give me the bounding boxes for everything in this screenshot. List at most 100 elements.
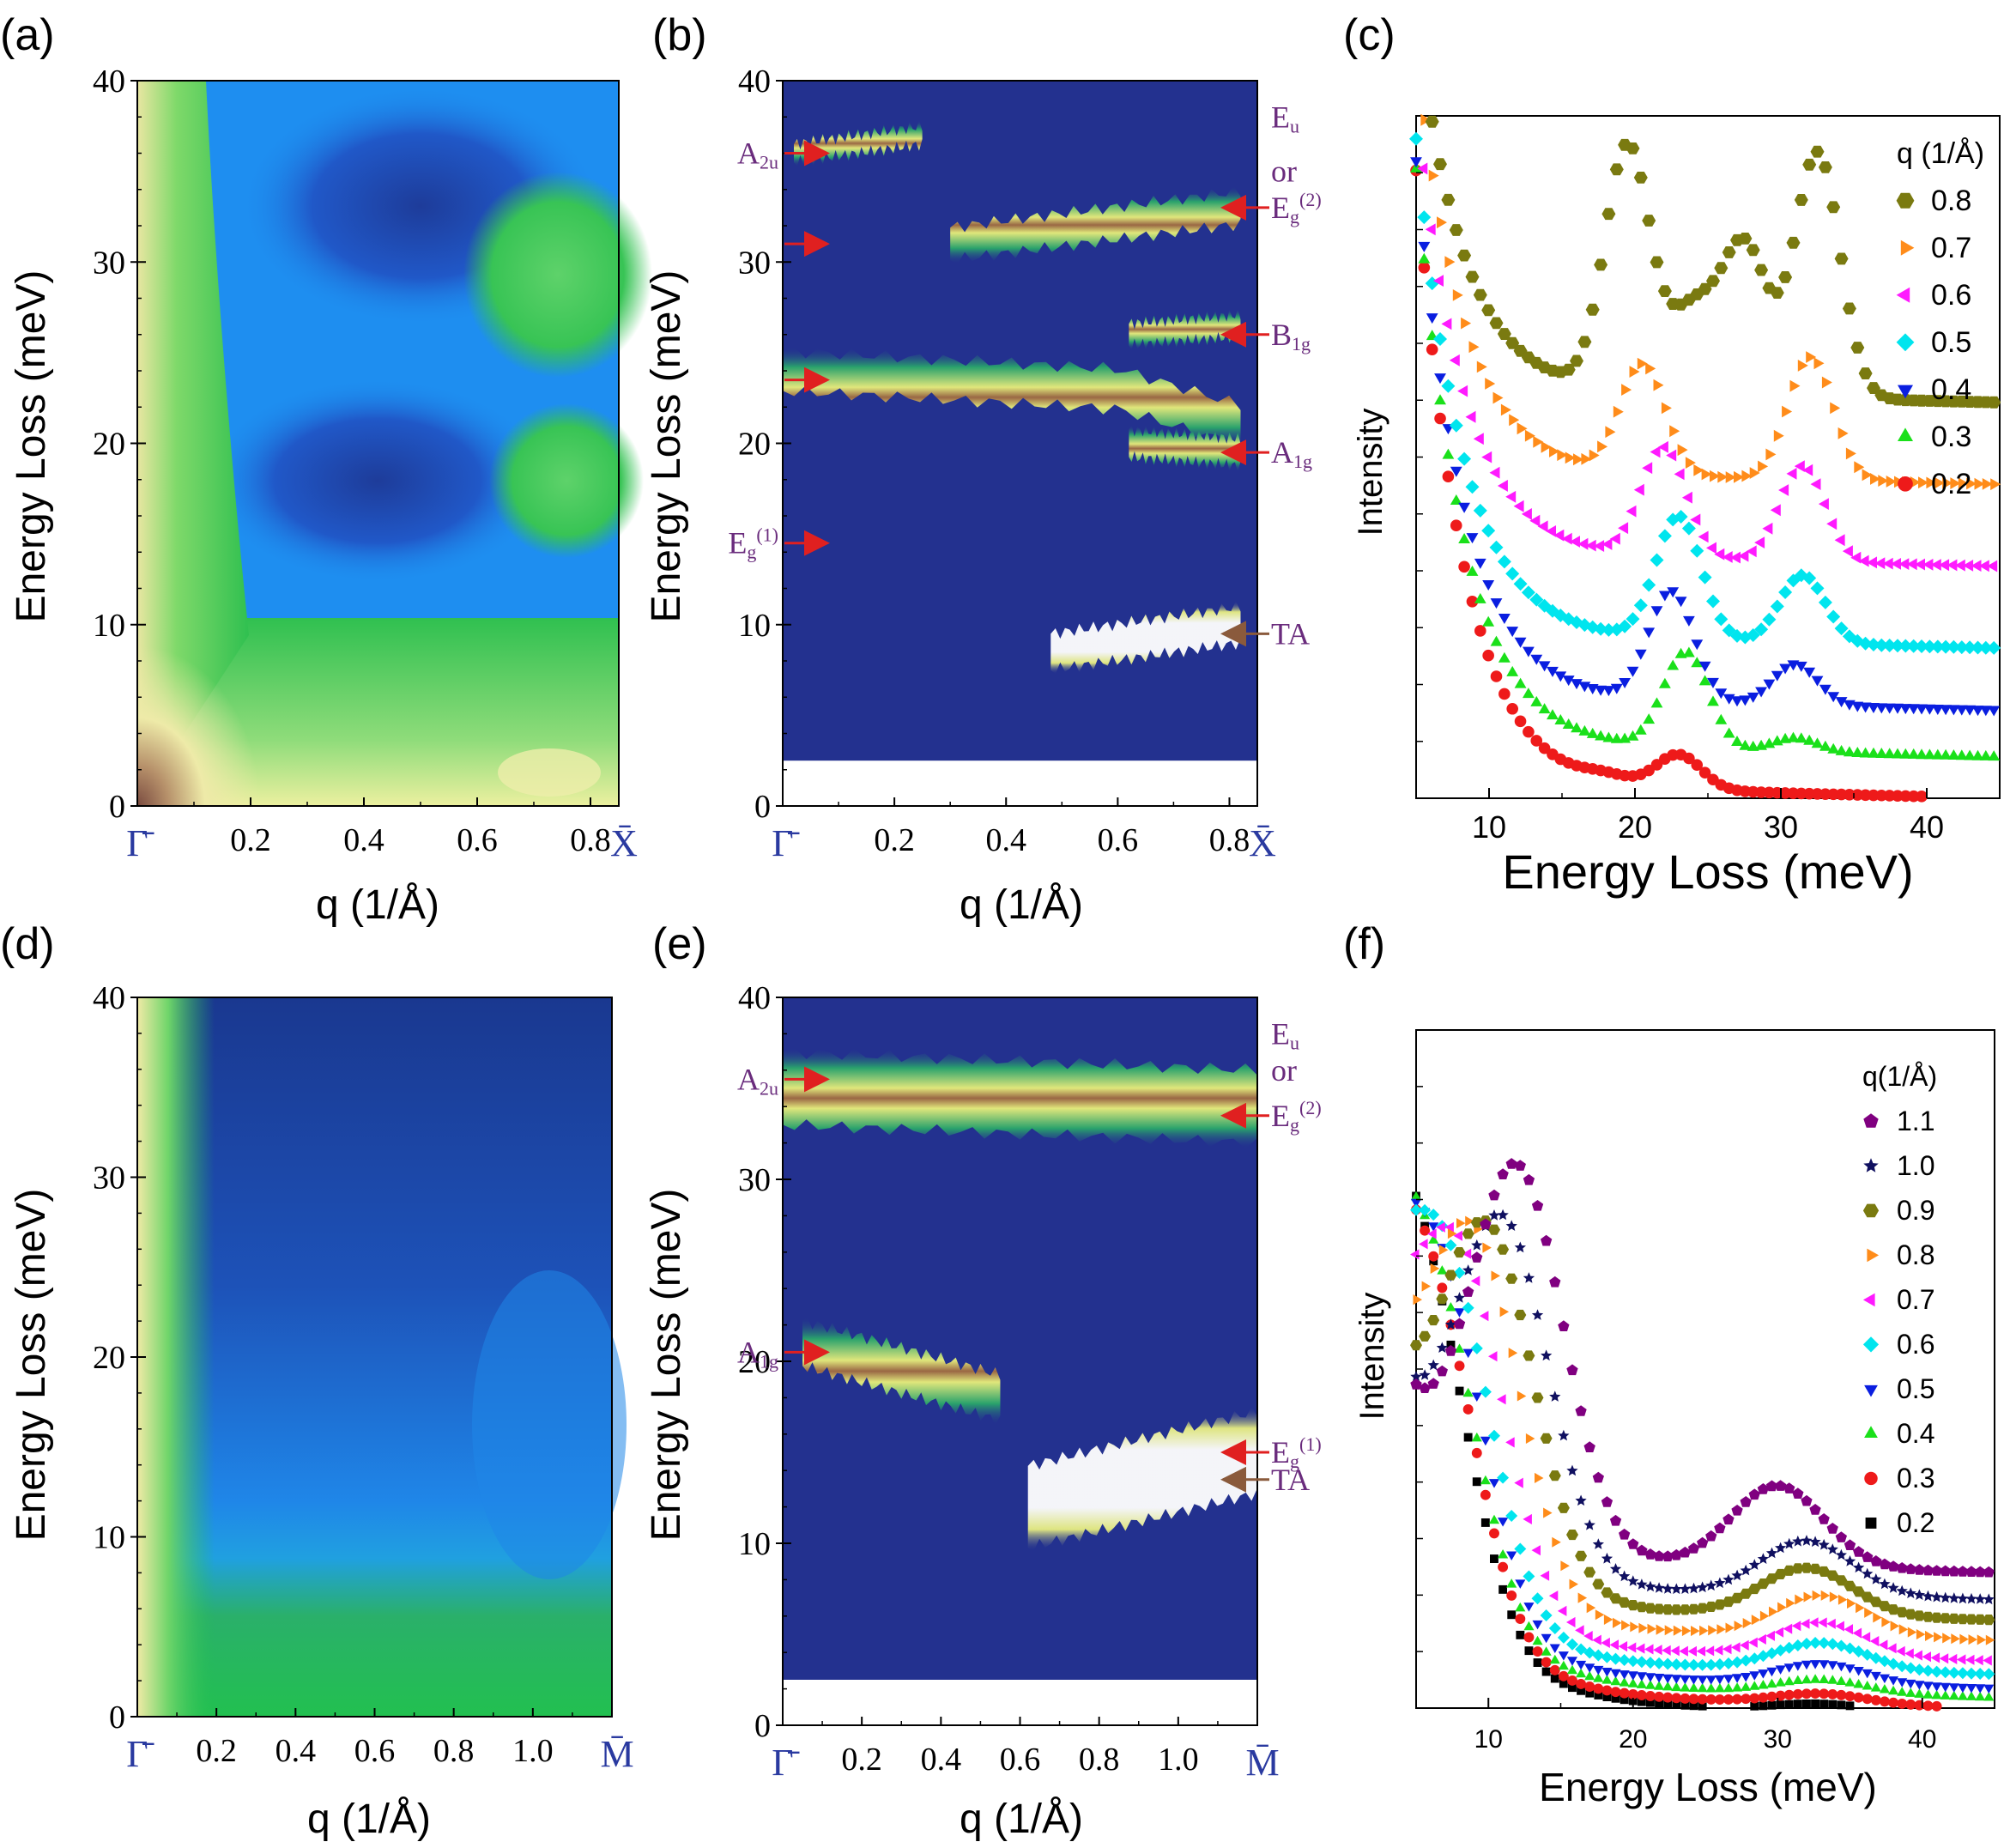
data-point-f: [1410, 1378, 1422, 1390]
data-point-c: [1730, 551, 1741, 564]
data-point-c: [1683, 646, 1695, 657]
data-point-f: [1566, 1530, 1578, 1541]
legend-label-f: 1.0: [1897, 1150, 1934, 1181]
data-point-c: [1613, 405, 1624, 418]
data-point-c: [1674, 468, 1685, 481]
data-point-f: [1897, 1678, 1908, 1687]
data-point-c: [1433, 158, 1447, 171]
data-point-f: [1801, 1494, 1813, 1506]
x-tick-label-a: 0.4: [343, 822, 384, 858]
data-point-f: [1427, 1228, 1437, 1239]
data-point-c: [1875, 748, 1888, 758]
data-point-c: [1562, 676, 1575, 687]
x-axis-label-d: q (1/Å): [307, 1796, 431, 1842]
data-point-c: [1657, 285, 1672, 297]
data-point-f: [1453, 1247, 1466, 1258]
data-point-f: [1853, 1546, 1865, 1557]
mode-label-sub: 1g: [760, 1350, 778, 1372]
legend-label-f: 0.6: [1897, 1329, 1934, 1360]
data-point-f: [1888, 1676, 1899, 1686]
end-point-label-a: X̄: [610, 822, 638, 864]
data-point-c: [1782, 405, 1793, 418]
data-point-c: [1714, 612, 1729, 627]
x-tick-label-e: 0.6: [1000, 1742, 1041, 1778]
data-point-f: [1497, 1471, 1510, 1484]
data-point-f: [1896, 1584, 1908, 1597]
data-point-f: [1697, 1693, 1708, 1705]
data-point-f: [1636, 1672, 1647, 1681]
data-point-c: [1409, 131, 1423, 146]
data-point-c: [1506, 702, 1518, 715]
data-point-f: [1428, 1222, 1439, 1232]
x-tick-label-f: 30: [1764, 1725, 1792, 1754]
data-point-f: [1713, 1658, 1726, 1670]
data-point-c: [1763, 679, 1776, 690]
end-point-label-b: X̄: [1249, 822, 1276, 864]
data-point-c: [1931, 748, 1944, 760]
data-point-c: [1549, 445, 1559, 457]
data-point-f: [1491, 1270, 1500, 1281]
data-point-f: [1751, 1615, 1761, 1626]
data-point-f: [1480, 1489, 1491, 1500]
data-point-c: [1497, 328, 1511, 340]
series-c: [1425, 115, 2001, 409]
data-point-f: [1862, 1567, 1874, 1579]
data-point-c: [1916, 791, 1928, 803]
x-tick-label-a: 0.8: [570, 822, 611, 858]
data-point-f: [1722, 1644, 1732, 1655]
data-point-c: [1473, 433, 1484, 445]
data-point-f: [1765, 1480, 1778, 1492]
data-point-f: [1904, 1587, 1916, 1599]
mode-label-sub: 1g: [1293, 451, 1312, 472]
data-point-f: [1601, 1675, 1613, 1684]
data-point-f: [1454, 1360, 1465, 1372]
data-point-c: [1546, 525, 1556, 537]
data-point-c: [1691, 657, 1704, 668]
data-point-c: [1698, 675, 1711, 686]
data-point-f: [1610, 1669, 1621, 1679]
data-point-f: [1482, 1242, 1492, 1253]
data-point-c: [1955, 749, 1968, 760]
data-point-f: [1627, 1688, 1638, 1700]
data-point-f: [1974, 1566, 1986, 1578]
data-point-c: [1538, 661, 1551, 672]
data-point-f: [1524, 1646, 1534, 1656]
data-point-f: [1732, 1693, 1743, 1705]
panel-c: 10 20 30 40 q (1/Å) 0.8 0.7 0.6 0.5 0.4 0.3 0.2 In…: [1352, 113, 2001, 899]
data-point-f: [1505, 1437, 1515, 1448]
data-point-c: [1474, 558, 1486, 569]
data-point-c: [1426, 313, 1438, 324]
data-point-c: [1633, 172, 1648, 184]
series-f: [1410, 1209, 1995, 1605]
y-tick-label-d: 30: [93, 1160, 125, 1197]
data-point-f: [1844, 1539, 1856, 1550]
data-point-f: [1708, 1625, 1717, 1636]
data-point-f: [1462, 1228, 1474, 1239]
data-point-f: [1480, 1518, 1490, 1527]
data-point-c: [1892, 703, 1904, 714]
series-c: [1417, 162, 1998, 573]
data-point-f: [1904, 1563, 1916, 1574]
data-point-c: [1500, 403, 1511, 416]
data-point-f: [1741, 1693, 1752, 1705]
data-point-f: [1575, 1494, 1587, 1506]
x-tick-label-a: 0.6: [457, 822, 498, 858]
data-point-f: [1697, 1581, 1709, 1593]
data-point-c: [1747, 692, 1759, 703]
data-point-c: [1982, 478, 1993, 490]
series-f: [1410, 1203, 1995, 1681]
data-point-c: [1789, 379, 1801, 392]
data-point-f: [1731, 1569, 1743, 1581]
data-point-f: [1792, 1688, 1803, 1700]
data-point-f: [1691, 1626, 1700, 1637]
start-point-label-a: Γ̄: [126, 822, 154, 864]
data-point-f: [1983, 1692, 1995, 1701]
data-point-f: [1470, 1275, 1480, 1287]
data-point-c: [1810, 478, 1821, 490]
start-point-label-b: Γ̄: [772, 822, 799, 864]
data-point-f: [1558, 1429, 1570, 1441]
heatmap-a: [137, 81, 652, 806]
data-point-f: [1472, 1477, 1481, 1487]
data-point-c: [1950, 477, 1961, 489]
